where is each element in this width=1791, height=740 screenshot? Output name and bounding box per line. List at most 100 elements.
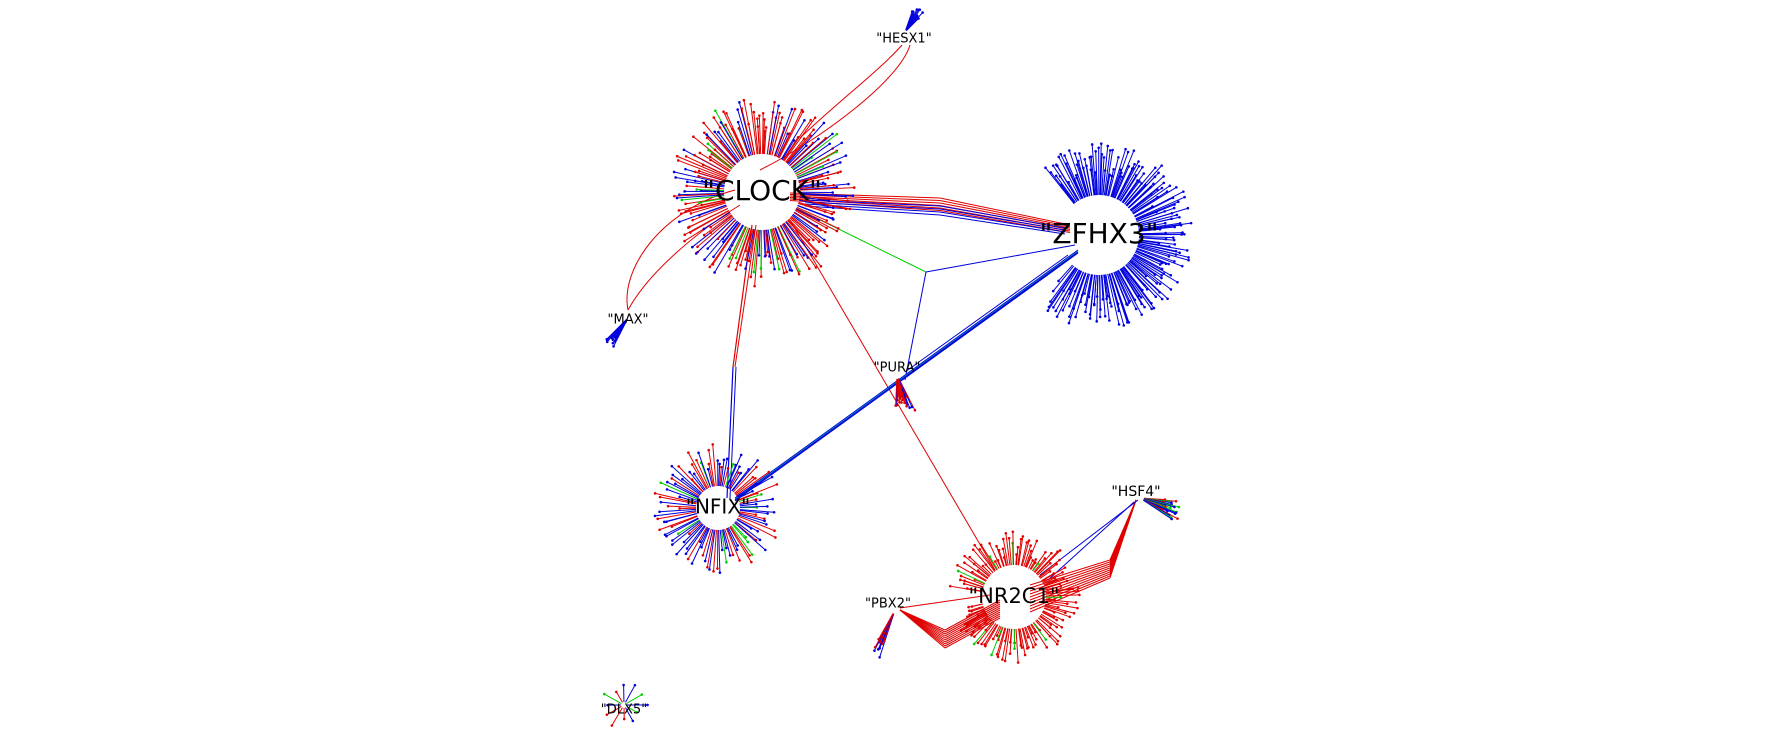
arrow-head (1072, 611, 1076, 615)
edge-hsf4-nr2c1 (1109, 499, 1137, 579)
target-edge (781, 224, 810, 269)
target-edge (972, 549, 994, 574)
target-edge (699, 527, 709, 542)
target-edge (672, 521, 702, 546)
arrow-head (1127, 165, 1131, 168)
target-edge (1134, 191, 1184, 218)
target-edge (1023, 545, 1032, 567)
target-edge (731, 469, 750, 492)
arrow-head (830, 212, 834, 216)
target-edge (974, 619, 992, 637)
target-edge (1090, 156, 1096, 196)
target-edge (1039, 615, 1058, 628)
arrow-head (727, 265, 730, 268)
arrow-head (965, 587, 969, 590)
arrow-head (1144, 274, 1148, 278)
arrow-head (1016, 545, 1020, 549)
arrow-head (1001, 537, 1005, 541)
burst-clock (672, 98, 856, 288)
target-edge (797, 162, 841, 180)
arrow-head (970, 634, 973, 637)
arrow-head (1102, 156, 1106, 159)
arrow-head (722, 240, 725, 244)
target-edge (695, 171, 726, 182)
arrow-head (1084, 310, 1087, 314)
arrow-head (693, 179, 697, 183)
arrow-head (702, 121, 705, 125)
target-edge (626, 706, 638, 713)
target-edge (699, 204, 727, 216)
arrow-head (812, 238, 815, 242)
arrow-head (825, 226, 828, 230)
arrow-head (963, 579, 966, 583)
target-edge (712, 223, 742, 265)
target-edge (713, 529, 717, 572)
arrow-head (754, 476, 757, 480)
target-edge (729, 526, 750, 556)
arrow-head (817, 137, 820, 141)
arrow-head (809, 134, 812, 137)
arrow-head (706, 467, 710, 471)
arrow-head (851, 194, 855, 198)
arrow-head (674, 176, 677, 179)
arrow-head (1035, 638, 1038, 641)
arrow-head (816, 252, 819, 255)
arrow-head (673, 194, 676, 198)
arrow-head (653, 492, 657, 495)
arrow-head (898, 401, 901, 404)
target-edge (799, 184, 834, 189)
edge-zfhx3-pura (907, 264, 1061, 376)
arrow-head (1133, 298, 1137, 302)
node-label-clock: "CLOCK" (702, 174, 822, 207)
target-edge (1045, 599, 1076, 603)
arrow-head (672, 170, 676, 174)
edge-hsf4-nr2c1 (1047, 501, 1135, 581)
target-edge (722, 468, 729, 487)
target-edge (735, 471, 770, 496)
arrow-head (679, 212, 683, 215)
arrow-head (993, 560, 997, 563)
arrow-head (693, 153, 696, 157)
arrow-head (663, 533, 667, 537)
arrow-head (728, 554, 732, 557)
target-edge (718, 463, 721, 487)
target-edge (714, 149, 735, 167)
arrow-head (735, 261, 739, 265)
arrow-head (1120, 175, 1123, 178)
target-edge (720, 141, 739, 163)
arrow-head (738, 465, 741, 468)
arrow-head (1178, 215, 1181, 219)
target-edge (1044, 604, 1075, 614)
target-edge (778, 111, 804, 159)
arrow-head (709, 231, 713, 234)
arrow-head (610, 724, 614, 727)
arrow-head (1164, 262, 1168, 266)
target-edge (1089, 274, 1096, 315)
target-edge (1055, 175, 1076, 203)
arrow-head (963, 622, 967, 626)
arrow-head (712, 255, 715, 259)
arrow-head (1027, 539, 1031, 542)
arrow-head (1095, 320, 1099, 323)
target-edge (738, 515, 775, 532)
arrow-head (1152, 306, 1156, 310)
target-edge (1137, 212, 1173, 225)
arrow-head (1186, 206, 1190, 210)
arrow-head (997, 548, 1001, 552)
arrow-head (1046, 309, 1050, 313)
target-edge (735, 227, 749, 259)
target-edge (1135, 204, 1175, 221)
target-edge (1039, 571, 1051, 579)
arrow-head (1055, 625, 1059, 629)
arrow-head (836, 227, 840, 230)
target-edge (714, 224, 744, 273)
arrow-head (1032, 645, 1035, 649)
arrow-head (759, 275, 763, 278)
arrow-head (1034, 630, 1037, 634)
target-edge (691, 527, 710, 564)
arrow-head (1061, 308, 1065, 312)
arrow-head (771, 497, 774, 501)
arrow-head (698, 201, 701, 204)
arrow-head (752, 270, 756, 274)
arrow-head (754, 482, 758, 486)
